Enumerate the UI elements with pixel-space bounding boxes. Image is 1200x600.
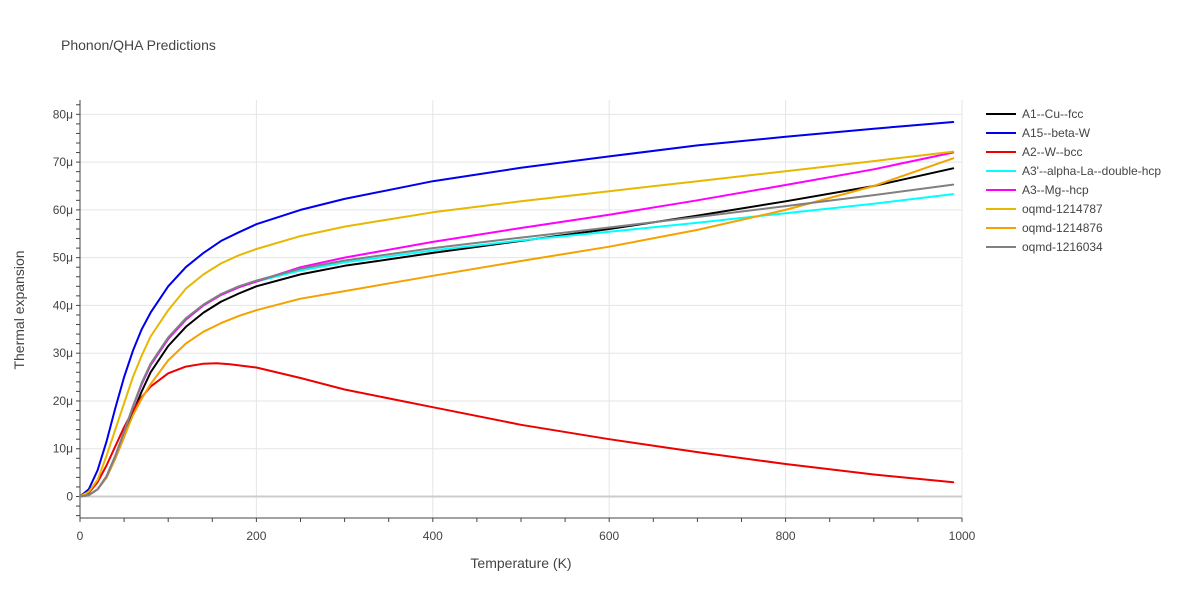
y-tick-label: 0 bbox=[66, 490, 73, 504]
y-tick-label: 80μ bbox=[53, 107, 73, 121]
y-axis-title: Thermal expansion bbox=[11, 250, 27, 369]
y-tick-label: 50μ bbox=[53, 251, 73, 265]
legend-item[interactable]: A15--beta-W bbox=[986, 126, 1091, 140]
legend-item[interactable]: oqmd-1214787 bbox=[986, 202, 1103, 216]
y-tick-label: 70μ bbox=[53, 155, 73, 169]
legend-item[interactable]: oqmd-1216034 bbox=[986, 240, 1103, 254]
legend-label: A3'--alpha-La--double-hcp bbox=[1022, 164, 1161, 178]
legend-label: A15--beta-W bbox=[1022, 126, 1091, 140]
legend-item[interactable]: A1--Cu--fcc bbox=[986, 107, 1083, 121]
x-tick-label: 0 bbox=[77, 529, 84, 543]
series-line[interactable] bbox=[79, 362, 955, 498]
y-tick-label: 60μ bbox=[53, 203, 73, 217]
x-tick-label: 800 bbox=[776, 529, 796, 543]
x-tick-label: 400 bbox=[423, 529, 443, 543]
x-tick-label: 600 bbox=[599, 529, 619, 543]
legend-item[interactable]: A3'--alpha-La--double-hcp bbox=[986, 164, 1161, 178]
series-line[interactable] bbox=[79, 121, 955, 498]
legend-item[interactable]: oqmd-1214876 bbox=[986, 221, 1103, 235]
legend-label: A3--Mg--hcp bbox=[1022, 183, 1089, 197]
legend-label: oqmd-1214787 bbox=[1022, 202, 1103, 216]
axis-layer: 0 200 400 600 800 1000 0 10μ 20μ 30μ 40μ 50μ 60μ 70μ 8… bbox=[53, 100, 976, 543]
series-layer bbox=[79, 121, 955, 498]
chart-title: Phonon/QHA Predictions bbox=[61, 37, 216, 53]
series-line[interactable] bbox=[79, 167, 955, 498]
legend-label: oqmd-1214876 bbox=[1022, 221, 1103, 235]
legend-item[interactable]: A2--W--bcc bbox=[986, 145, 1082, 159]
series-line[interactable] bbox=[79, 193, 955, 498]
series-line[interactable] bbox=[79, 150, 955, 498]
grid-layer bbox=[80, 100, 963, 518]
legend-label: oqmd-1216034 bbox=[1022, 240, 1103, 254]
x-tick-label: 1000 bbox=[949, 529, 976, 543]
legend: A1--Cu--fcc A15--beta-W A2--W--bcc A3'--alp… bbox=[986, 107, 1161, 254]
legend-item[interactable]: A3--Mg--hcp bbox=[986, 183, 1089, 197]
x-axis-title: Temperature (K) bbox=[470, 555, 571, 571]
y-tick-label: 20μ bbox=[53, 394, 73, 408]
series-line[interactable] bbox=[79, 151, 955, 498]
series-line[interactable] bbox=[79, 183, 955, 498]
y-tick-label: 10μ bbox=[53, 442, 73, 456]
legend-label: A1--Cu--fcc bbox=[1022, 107, 1083, 121]
y-tick-label: 40μ bbox=[53, 298, 73, 312]
x-tick-label: 200 bbox=[246, 529, 266, 543]
legend-label: A2--W--bcc bbox=[1022, 145, 1082, 159]
y-tick-label: 30μ bbox=[53, 346, 73, 360]
